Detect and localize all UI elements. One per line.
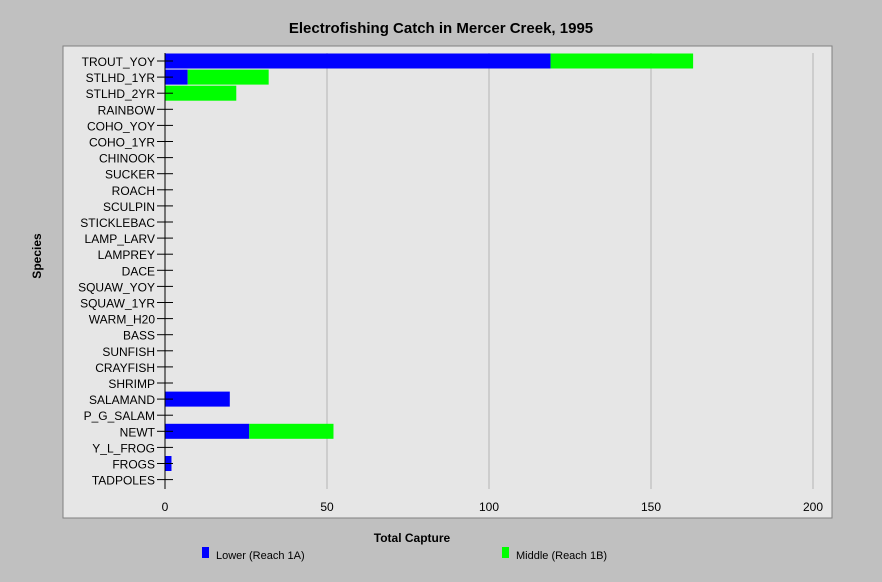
y-tick-label: P_G_SALAM bbox=[84, 409, 155, 423]
bar-stlhd-1yr-series-1 bbox=[187, 69, 269, 85]
y-tick-label: SQUAW_1YR bbox=[80, 297, 155, 311]
bar-stlhd-2yr-series-1 bbox=[165, 85, 237, 101]
x-tick-label: 0 bbox=[162, 500, 169, 514]
y-tick-label: TROUT_YOY bbox=[82, 55, 155, 69]
y-tick-label: LAMPREY bbox=[98, 248, 155, 262]
y-tick-label: STLHD_2YR bbox=[86, 87, 156, 101]
bars bbox=[165, 53, 694, 471]
axes: 0 50 100 150 200 TROUT_YOY STLHD_1YR STLHD_2YR R… bbox=[78, 53, 823, 514]
bar-newt-series-1 bbox=[249, 423, 334, 439]
bar-trout-yoy-series-0 bbox=[165, 53, 551, 69]
bar-salamand-series-0 bbox=[165, 391, 230, 407]
y-tick-label: SALAMAND bbox=[89, 393, 155, 407]
y-tick-label: WARM_H20 bbox=[89, 313, 156, 327]
y-tick-label: SHRIMP bbox=[108, 377, 155, 391]
y-tick-label: SQUAW_YOY bbox=[78, 280, 155, 294]
y-axis-label: Species bbox=[30, 233, 44, 279]
y-tick-label: DACE bbox=[122, 264, 155, 278]
y-tick-label: FROGS bbox=[112, 458, 155, 472]
y-tick-label: COHO_YOY bbox=[87, 119, 155, 133]
y-tick-label: TADPOLES bbox=[92, 474, 155, 488]
y-tick-label: STLHD_1YR bbox=[86, 71, 156, 85]
chart-title: Electrofishing Catch in Mercer Creek, 19… bbox=[289, 20, 593, 37]
legend-swatch bbox=[202, 547, 209, 558]
legend-swatch bbox=[502, 547, 509, 558]
y-tick-label: STICKLEBAC bbox=[80, 216, 155, 230]
x-tick-label: 50 bbox=[320, 500, 334, 514]
legend: Lower (Reach 1A) Middle (Reach 1B) bbox=[202, 547, 607, 562]
x-tick-label: 200 bbox=[803, 500, 823, 514]
bar-stlhd-1yr-series-0 bbox=[165, 69, 188, 85]
y-tick-label: SCULPIN bbox=[103, 200, 155, 214]
y-tick-label: CRAYFISH bbox=[95, 361, 155, 375]
y-tick-label: LAMP_LARV bbox=[85, 232, 155, 246]
y-tick-label: ROACH bbox=[112, 184, 155, 198]
y-tick-label: RAINBOW bbox=[98, 103, 156, 117]
y-tick-label: COHO_1YR bbox=[89, 136, 155, 150]
bar-newt-series-0 bbox=[165, 423, 250, 439]
y-tick-label: Y_L_FROG bbox=[92, 441, 155, 455]
y-tick-label: CHINOOK bbox=[99, 152, 155, 166]
y-tick-label: BASS bbox=[123, 329, 155, 343]
bar-trout-yoy-series-1 bbox=[550, 53, 694, 69]
x-tick-label: 150 bbox=[641, 500, 661, 514]
legend-label: Middle (Reach 1B) bbox=[516, 550, 607, 562]
grid-lines bbox=[326, 53, 814, 489]
y-tick-label: SUCKER bbox=[105, 168, 155, 182]
y-tick-label: SUNFISH bbox=[102, 345, 155, 359]
x-tick-label: 100 bbox=[479, 500, 499, 514]
y-tick-label: NEWT bbox=[120, 425, 156, 439]
legend-label: Lower (Reach 1A) bbox=[216, 550, 305, 562]
x-axis-label: Total Capture bbox=[374, 531, 451, 545]
